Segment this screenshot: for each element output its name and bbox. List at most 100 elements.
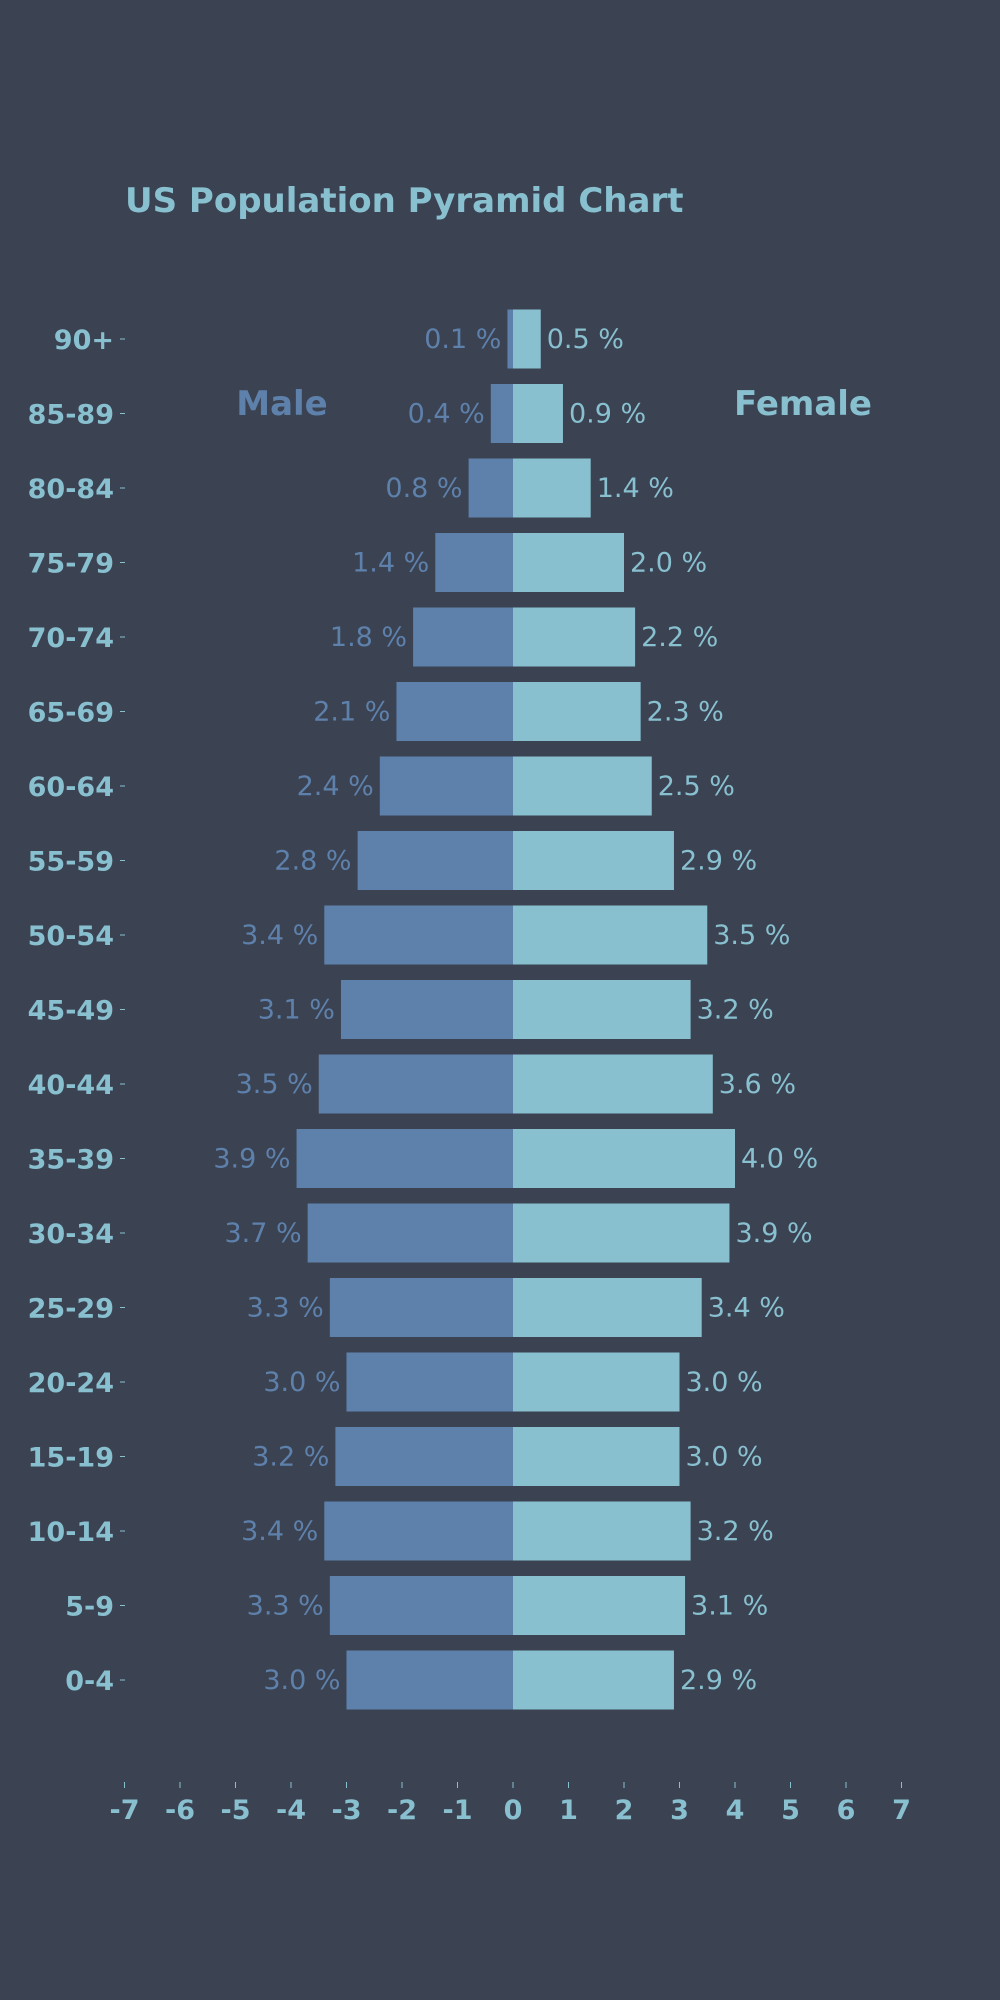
y-tick-label: 55-59 [28,847,114,878]
female-bar [513,756,652,816]
female-bar [513,831,674,890]
y-tick-label: 90+ [54,325,114,356]
chart-title: US Population Pyramid Chart [125,181,683,221]
x-tick-label: 3 [670,1795,689,1826]
male-data-label: 1.8 % [330,622,407,653]
male-data-label: 2.4 % [297,771,374,802]
male-bar [296,1129,513,1188]
female-data-label: 3.2 % [697,1516,774,1547]
female-bar [513,1576,686,1635]
male-data-label: 3.7 % [224,1218,301,1249]
y-tick-label: 85-89 [28,400,114,431]
female-data-label: 2.2 % [641,622,718,653]
male-data-label: 3.0 % [263,1665,340,1696]
female-data-label: 2.0 % [630,548,707,579]
male-data-label: 3.4 % [241,920,318,951]
female-data-label: 3.2 % [697,995,774,1026]
female-data-label: 2.3 % [647,697,724,728]
x-axis: -7 -6 -5 -4 -3 -2 -1 0 1 2 3 4 5 6 7 [110,1782,911,1826]
male-data-label: 3.2 % [252,1442,329,1473]
male-bar [396,682,513,741]
male-bar [329,1576,513,1635]
x-tick-label: -4 [276,1795,306,1826]
female-bar [513,607,636,667]
male-bar [324,905,513,965]
male-data-label: 3.9 % [213,1144,290,1175]
male-bar [329,1278,513,1337]
male-bar [468,458,513,518]
female-bar [513,1501,691,1561]
male-bar [507,309,513,369]
male-data-label: 3.3 % [247,1293,324,1324]
x-tick-label: -2 [387,1795,417,1826]
x-tick-label: 6 [837,1795,856,1826]
y-tick-label: 35-39 [28,1145,114,1176]
male-bar [324,1501,513,1561]
male-bar [357,831,513,890]
female-bar [513,1278,702,1337]
y-tick-label: 5-9 [65,1592,114,1623]
male-bar [490,384,513,443]
male-data-label: 2.1 % [313,697,390,728]
female-data-label: 2.5 % [658,771,735,802]
x-tick-label: 4 [726,1795,745,1826]
female-data-label: 4.0 % [741,1144,818,1175]
x-tick-label: -7 [110,1795,140,1826]
y-tick-label: 20-24 [28,1368,114,1399]
female-bar [513,1129,735,1188]
female-data-label: 2.9 % [680,1665,757,1696]
y-tick-label: 45-49 [28,996,114,1027]
x-tick-label: 7 [892,1795,911,1826]
female-bar [513,1203,730,1263]
y-tick-label: 75-79 [28,549,114,580]
male-data-label: 0.8 % [385,473,462,504]
male-data-label: 0.4 % [408,399,485,430]
y-tick-label: 40-44 [28,1070,114,1101]
male-bar [346,1650,513,1710]
male-bar [318,1054,513,1114]
female-data-label: 1.4 % [597,473,674,504]
female-bar [513,309,541,369]
female-data-label: 3.6 % [719,1069,796,1100]
male-bar [335,1427,513,1486]
female-data-label: 3.5 % [713,920,790,951]
male-data-label: 3.4 % [241,1516,318,1547]
female-data-label: 2.9 % [680,846,757,877]
female-bar [513,1054,713,1114]
x-tick-label: 5 [781,1795,800,1826]
bars-layer [296,309,735,1710]
female-data-label: 0.9 % [569,399,646,430]
male-data-label: 3.5 % [236,1069,313,1100]
male-bar [379,756,513,816]
male-data-label: 3.0 % [263,1367,340,1398]
male-data-label: 3.3 % [247,1591,324,1622]
female-bar [513,682,641,741]
female-bar [513,384,563,443]
male-bar [435,533,513,592]
female-bar [513,980,691,1039]
x-tick-label: 2 [615,1795,634,1826]
x-tick-label: -6 [165,1795,195,1826]
y-tick-label: 50-54 [28,921,114,952]
female-bar [513,458,591,518]
x-tick-label: -1 [443,1795,473,1826]
male-side-label: Male [236,384,328,424]
y-tick-label: 30-34 [28,1219,114,1250]
female-data-label: 3.1 % [691,1591,768,1622]
female-bar [513,1427,680,1486]
y-tick-label: 25-29 [28,1294,114,1325]
female-data-label: 3.9 % [735,1218,812,1249]
female-bar [513,1650,674,1710]
male-data-label: 3.1 % [258,995,335,1026]
x-tick-label: 0 [504,1795,523,1826]
y-tick-label: 65-69 [28,698,114,729]
x-tick-label: 1 [559,1795,578,1826]
y-tick-label: 0-4 [65,1666,114,1697]
y-axis: 90+ 85-89 80-84 75-79 70-74 65-69 60-64 55-59 50… [28,325,125,1697]
y-tick-label: 80-84 [28,474,114,505]
female-data-label: 3.0 % [686,1367,763,1398]
male-bar [307,1203,513,1263]
male-data-label: 1.4 % [352,548,429,579]
male-bar [346,1352,513,1412]
female-bar [513,905,708,965]
